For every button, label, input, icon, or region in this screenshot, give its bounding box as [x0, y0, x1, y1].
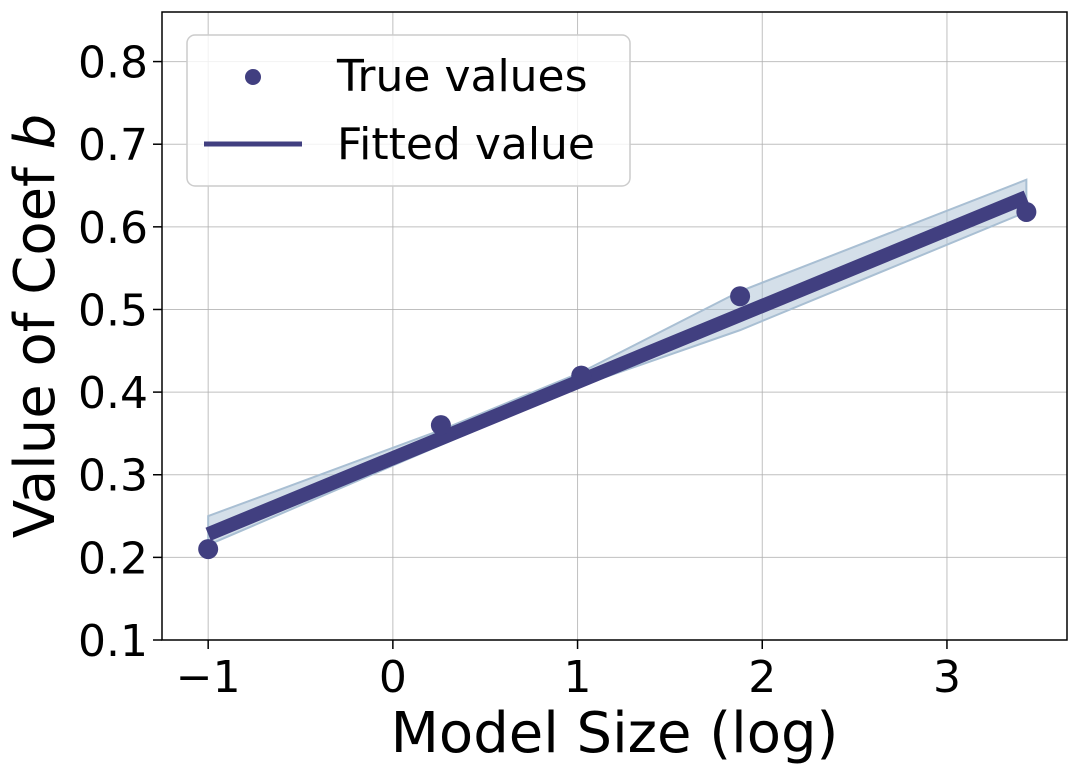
x-tick-label: 3 — [933, 652, 961, 703]
y-axis-ticks: 0.1 0.2 0.3 0.4 0.5 0.6 0.7 0.8 — [78, 38, 162, 667]
fitted-line-group — [205, 190, 1030, 541]
x-tick-label: 0 — [379, 652, 407, 703]
x-tick-label: 1 — [564, 652, 592, 703]
y-tick-label: 0.2 — [78, 533, 148, 584]
y-axis-title-variable: b — [3, 114, 68, 150]
y-tick-label: 0.3 — [78, 451, 148, 502]
y-axis-title-prefix: Value of Coef — [3, 149, 68, 538]
y-tick-label: 0.1 — [78, 616, 148, 667]
y-tick-label: 0.6 — [78, 203, 148, 254]
true-value-point — [730, 286, 751, 307]
x-axis-ticks: −1 0 1 2 3 — [176, 640, 961, 703]
legend-label-true-values: True values — [336, 51, 588, 102]
legend-marker-true-values — [245, 69, 261, 85]
true-value-point — [430, 415, 451, 436]
plot-frame — [161, 11, 1068, 641]
true-value-point — [1016, 201, 1037, 222]
true-value-point — [571, 365, 592, 386]
y-axis-title: Value of Coef b — [3, 114, 68, 538]
x-axis-title: Model Size (log) — [391, 701, 839, 766]
y-tick-label: 0.8 — [78, 38, 148, 89]
true-value-point — [198, 539, 219, 560]
legend: True values Fitted value — [186, 34, 631, 187]
y-tick-label: 0.4 — [78, 368, 148, 419]
y-tick-label: 0.7 — [78, 120, 148, 171]
fitted-value-line — [205, 190, 1030, 541]
legend-label-fitted-value: Fitted value — [337, 119, 595, 170]
true-values-points — [198, 201, 1037, 560]
y-tick-label: 0.5 — [78, 285, 148, 336]
legend-box — [186, 34, 631, 187]
x-tick-label: 2 — [748, 652, 776, 703]
x-tick-label: −1 — [176, 652, 241, 703]
